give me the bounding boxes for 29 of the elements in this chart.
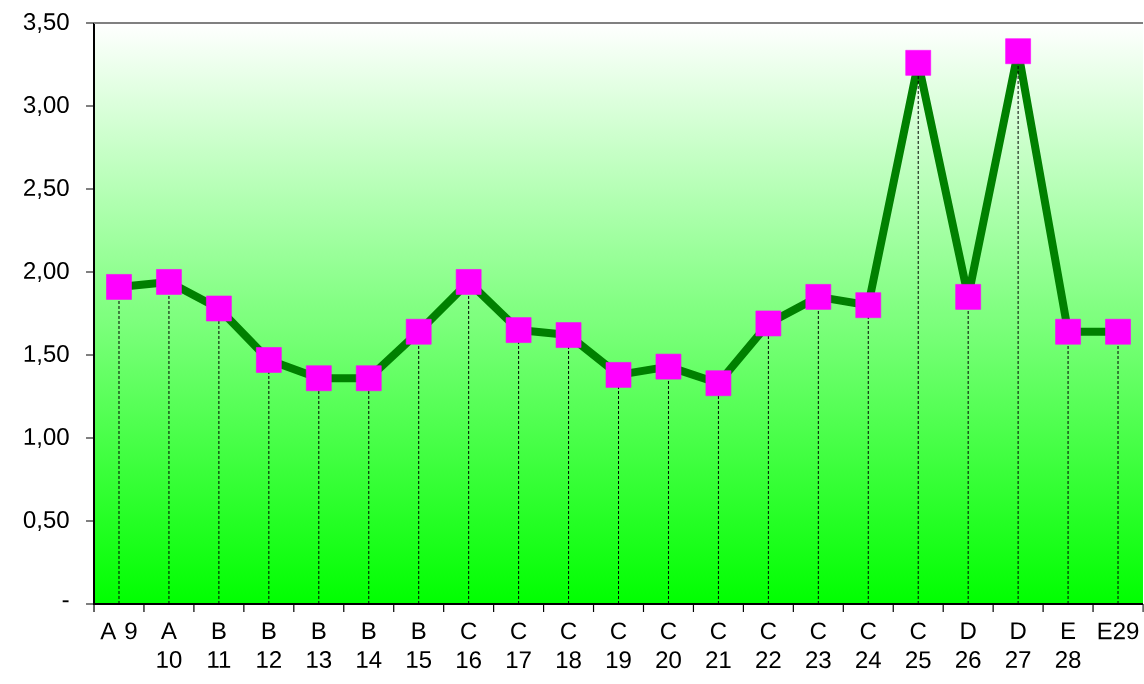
x-tick-label: C 16 — [457, 622, 481, 669]
x-tick-label: B 15 — [407, 622, 432, 668]
x-tick-label: C 21 — [706, 622, 731, 668]
y-tick-label: 1,50 — [24, 345, 69, 365]
x-tick-label: C 23 — [806, 622, 831, 669]
x-tick-label: C 25 — [906, 622, 931, 669]
x-tick-label: C 22 — [756, 622, 781, 668]
x-tick-label: B 13 — [307, 622, 332, 668]
x-tick-label: C 17 — [507, 622, 531, 668]
x-tick-label: E29 — [1098, 622, 1139, 640]
x-tick-label: C 20 — [656, 622, 681, 669]
x-tick-label: B 11 — [208, 622, 231, 668]
x-tick-label: C 19 — [606, 622, 631, 669]
y-tick-label: 2,00 — [24, 262, 69, 282]
x-tick-label: A 10 — [157, 622, 182, 668]
x-tick-label: B 14 — [357, 622, 382, 668]
x-tick-label: D 26 — [956, 622, 981, 668]
y-tick-label: 3,50 — [23, 13, 69, 33]
x-tick-label: B 12 — [257, 622, 281, 668]
x-tick-label: C 24 — [856, 622, 881, 668]
y-tick-label: 1,00 — [24, 428, 69, 448]
x-tick-label: C 18 — [557, 622, 581, 669]
x-tick-label: E 28 — [1055, 622, 1081, 668]
x-tick-label: D 27 — [1005, 622, 1031, 668]
y-tick-label: 0,50 — [23, 511, 69, 531]
y-tick-label: 2,50 — [24, 179, 69, 199]
y-tick-label: 3,00 — [23, 96, 69, 116]
x-tick-label: A 9 — [100, 622, 137, 640]
y-tick-label: - — [62, 600, 69, 603]
